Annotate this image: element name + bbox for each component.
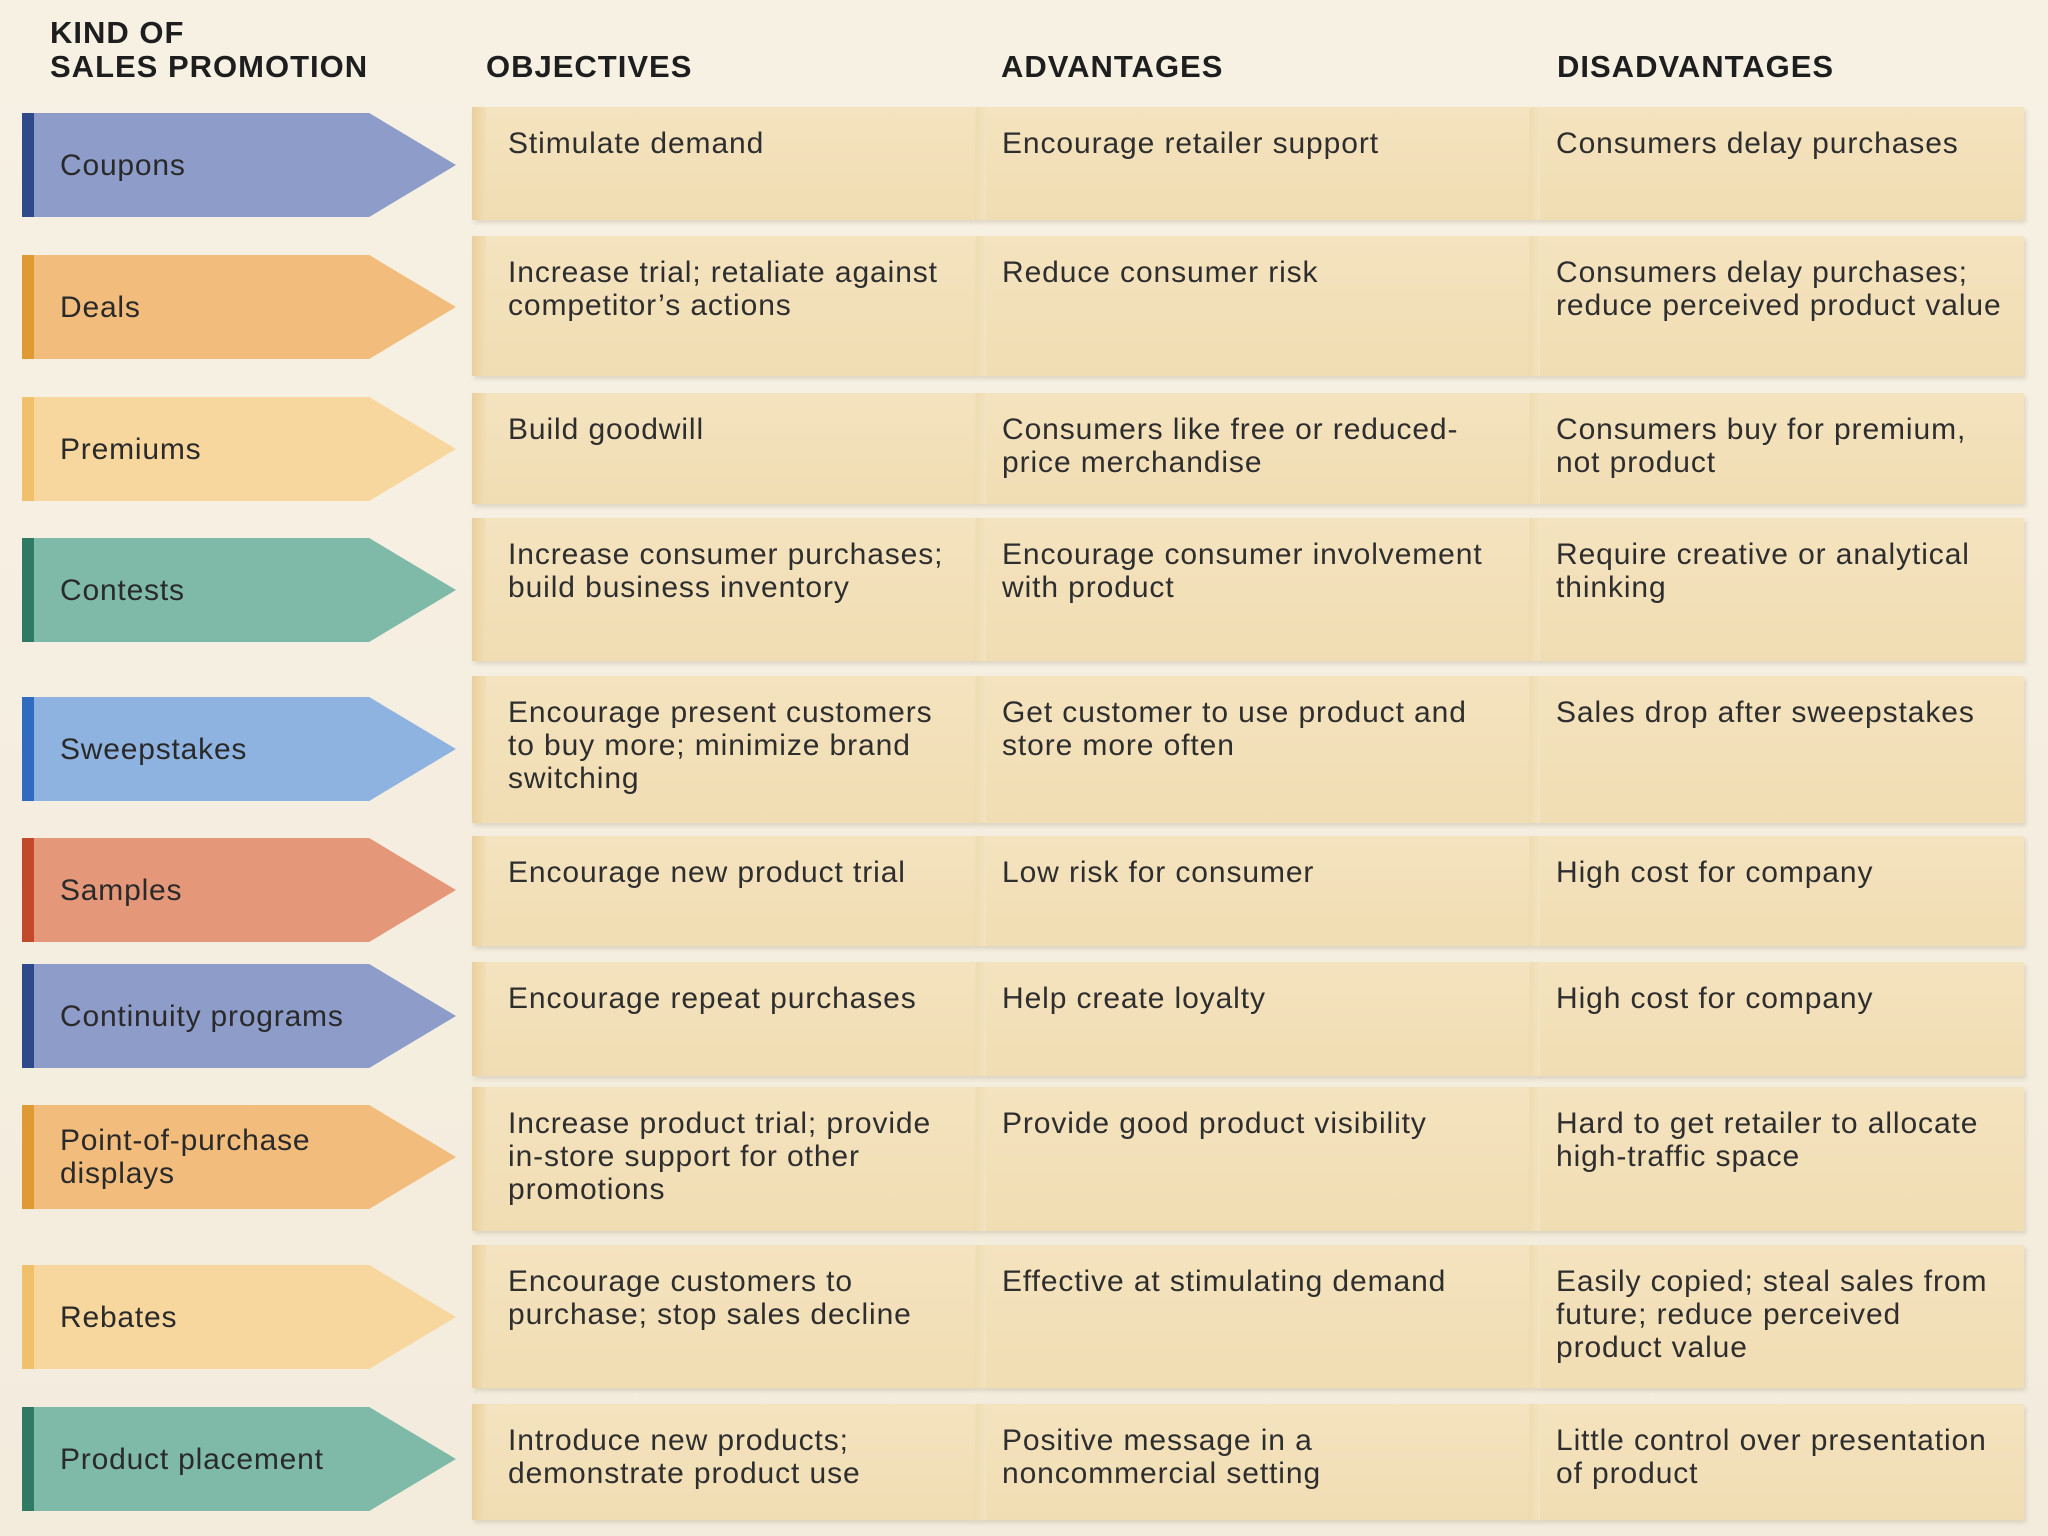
arrow-shape (22, 538, 456, 642)
promotion-kind-label: Deals (60, 290, 141, 324)
advantage-cell: Get customer to use product and store mo… (976, 676, 1530, 823)
promotion-kind-arrow: Continuity programs (22, 964, 456, 1068)
arrow-shape (22, 1407, 456, 1511)
advantage-cell: Consumers like free or reduced-price mer… (976, 393, 1530, 504)
promotion-kind-label: Contests (60, 573, 185, 607)
advantage-cell: Help create loyalty (976, 962, 1530, 1076)
arrow-shape (22, 113, 456, 217)
disadvantage-cell: Easily copied; steal sales from future; … (1530, 1245, 2024, 1388)
disadvantage-cell: Consumers buy for premium, not product (1530, 393, 2024, 504)
objective-cell: Encourage repeat purchases (472, 962, 976, 1076)
promotion-kind-arrow: Samples (22, 838, 456, 942)
arrow-shape (22, 1265, 456, 1369)
disadvantage-cell: Hard to get retailer to allocate high-tr… (1530, 1087, 2024, 1231)
advantage-cell: Encourage consumer involvement with prod… (976, 518, 1530, 661)
promotion-kind-arrow: Rebates (22, 1265, 456, 1369)
arrow-shape (22, 838, 456, 942)
promotion-kind-arrow: Coupons (22, 113, 456, 217)
promotion-kind-arrow: Product placement (22, 1407, 456, 1511)
arrow-shape (22, 964, 456, 1068)
advantage-cell: Encourage retailer support (976, 107, 1530, 220)
objective-cell: Encourage new product trial (472, 836, 976, 946)
disadvantage-cell: High cost for company (1530, 962, 2024, 1076)
arrow-shape (22, 397, 456, 501)
promotion-kind-label: Samples (60, 873, 183, 907)
advantage-cell: Positive message in a noncommercial sett… (976, 1404, 1530, 1520)
objective-cell: Encourage present customers to buy more;… (472, 676, 976, 823)
promotion-kind-label: Coupons (60, 148, 186, 182)
promotion-kind-label: Point-of-purchase displays (60, 1124, 311, 1190)
header-disadvantages: DISADVANTAGES (1557, 49, 1835, 84)
objective-cell: Increase trial; retaliate against compet… (472, 236, 976, 376)
disadvantage-cell: High cost for company (1530, 836, 2024, 946)
objective-cell: Build goodwill (472, 393, 976, 504)
arrow-shape (22, 255, 456, 359)
advantage-cell: Effective at stimulating demand (976, 1245, 1530, 1388)
promotion-kind-arrow: Sweepstakes (22, 697, 456, 801)
arrow-shape (22, 697, 456, 801)
header-objectives: OBJECTIVES (486, 49, 693, 84)
promotion-kind-label: Product placement (60, 1442, 324, 1476)
objective-cell: Increase consumer purchases; build busin… (472, 518, 976, 661)
advantage-cell: Reduce consumer risk (976, 236, 1530, 376)
disadvantage-cell: Consumers delay purchases; reduce percei… (1530, 236, 2024, 376)
promotion-kind-label: Sweepstakes (60, 732, 248, 766)
disadvantage-cell: Require creative or analytical thinking (1530, 518, 2024, 661)
promotion-kind-arrow: Contests (22, 538, 456, 642)
objective-cell: Introduce new products; demonstrate prod… (472, 1404, 976, 1520)
objective-cell: Increase product trial; provide in-store… (472, 1087, 976, 1231)
objective-cell: Stimulate demand (472, 107, 976, 220)
disadvantage-cell: Sales drop after sweepstakes (1530, 676, 2024, 823)
arrow-shape (22, 1105, 456, 1209)
disadvantage-cell: Little control over presentation of prod… (1530, 1404, 2024, 1520)
promotion-kind-arrow: Deals (22, 255, 456, 359)
promotion-kind-label: Rebates (60, 1300, 178, 1334)
promotion-kind-arrow: Premiums (22, 397, 456, 501)
header-advantages: ADVANTAGES (1001, 49, 1224, 84)
header-kind: KIND OF SALES PROMOTION (50, 15, 369, 84)
promotion-kind-label: Continuity programs (60, 999, 344, 1033)
promotion-kind-arrow: Point-of-purchase displays (22, 1105, 456, 1209)
promotion-kind-label: Premiums (60, 432, 202, 466)
advantage-cell: Provide good product visibility (976, 1087, 1530, 1231)
objective-cell: Encourage customers to purchase; stop sa… (472, 1245, 976, 1388)
advantage-cell: Low risk for consumer (976, 836, 1530, 946)
disadvantage-cell: Consumers delay purchases (1530, 107, 2024, 220)
